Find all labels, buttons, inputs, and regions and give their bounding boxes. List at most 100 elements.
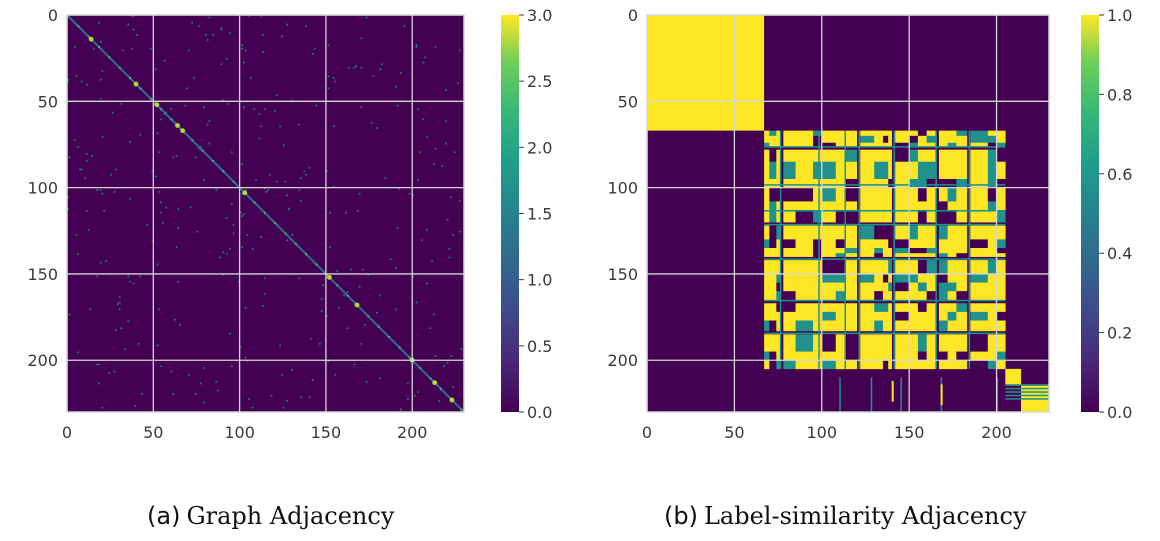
adjacency-cell — [244, 356, 247, 359]
similarity-cell — [917, 273, 927, 283]
adjacency-cell — [334, 80, 337, 83]
similarity-stripe — [764, 223, 1006, 226]
similarity-stripe — [764, 258, 1006, 260]
similarity-cell — [895, 311, 910, 321]
adjacency-cell — [99, 261, 102, 264]
adjacency-cell — [291, 234, 294, 236]
similarity-stripe — [764, 210, 1006, 212]
similarity-cell — [769, 320, 777, 332]
adjacency-cell — [75, 234, 78, 236]
similarity-cell — [917, 311, 927, 321]
adjacency-cell — [412, 275, 414, 278]
adjacency-cell — [132, 28, 135, 31]
adjacency-cell — [394, 267, 397, 269]
similarity-cell — [860, 260, 875, 275]
similarity-stripe — [764, 299, 1006, 302]
adjacency-cell — [139, 134, 142, 136]
similarity-cell — [813, 260, 823, 275]
adjacency-cell — [457, 82, 459, 85]
similarity-cell — [821, 178, 837, 188]
diagonal-cell — [139, 87, 142, 90]
adjacency-cell — [426, 282, 428, 285]
adjacency-cell — [344, 211, 347, 214]
similarity-stripe — [893, 130, 895, 369]
similarity-cell — [956, 303, 968, 313]
similarity-cell — [795, 149, 814, 163]
adjacency-cell — [460, 348, 463, 350]
similarity-cell — [956, 351, 968, 361]
adjacency-cell — [172, 393, 175, 395]
similarity-cell — [882, 161, 889, 180]
adjacency-cell — [360, 106, 363, 109]
label-similarity-colorbar: 0.0 0.2 0.4 0.6 0.8 1.0 — [1081, 6, 1132, 422]
diagonal-bright-cell — [88, 36, 94, 42]
adjacency-cell — [104, 260, 107, 262]
similarity-cell — [795, 303, 814, 313]
similarity-cell — [970, 311, 989, 321]
x-tick-label: 200 — [981, 423, 1012, 442]
similarity-cell — [956, 178, 968, 188]
diagonal-cell — [67, 15, 69, 17]
similarity-cell — [764, 187, 770, 202]
similarity-cell — [874, 225, 884, 240]
adjacency-cell — [336, 270, 338, 273]
similarity-cell — [888, 225, 892, 240]
similarity-cell — [987, 320, 997, 332]
similarity-cell — [821, 303, 837, 313]
similarity-cell — [844, 142, 858, 147]
similarity-cell — [970, 135, 989, 144]
adjacency-cell — [130, 15, 133, 17]
similarity-cell — [835, 320, 845, 332]
adjacency-cell — [225, 253, 228, 255]
similarity-cell — [776, 334, 781, 352]
adjacency-cell — [241, 192, 244, 195]
similarity-cell — [938, 187, 948, 202]
similarity-cell — [769, 334, 777, 352]
similarity-cell — [996, 260, 1006, 275]
adjacency-cell — [325, 170, 328, 173]
similarity-cell — [895, 135, 910, 144]
similarity-cell — [970, 187, 989, 202]
similarity-cell — [776, 239, 781, 249]
adjacency-cell — [282, 144, 285, 147]
similarity-cell — [996, 239, 1006, 249]
similarity-cell — [821, 161, 837, 180]
similarity-cell — [795, 210, 814, 223]
similarity-cell — [917, 351, 927, 361]
similarity-cell — [844, 210, 858, 223]
similarity-cell — [874, 282, 884, 292]
adjacency-cell — [379, 68, 382, 71]
similarity-cell — [970, 239, 989, 249]
adjacency-cell — [175, 154, 178, 157]
similarity-cell — [874, 253, 884, 257]
y-tick-label: 150 — [607, 265, 638, 284]
similarity-cell — [987, 161, 997, 180]
similarity-cell — [947, 273, 957, 283]
similarity-cell — [938, 225, 948, 240]
similarity-cell — [844, 178, 858, 188]
diagonal-cell — [346, 294, 349, 297]
similarity-cell — [947, 303, 957, 313]
adjacency-cell — [422, 61, 425, 64]
similarity-cell — [776, 149, 781, 163]
similarity-cell — [947, 291, 957, 301]
adjacency-cell — [284, 180, 287, 183]
adjacency-cell — [67, 80, 69, 83]
adjacency-cell — [67, 78, 69, 81]
adjacency-cell — [77, 253, 80, 255]
adjacency-cell — [196, 230, 199, 233]
similarity-cell — [835, 351, 845, 361]
similarity-cell — [888, 334, 892, 352]
similarity-cell — [769, 135, 777, 144]
similarity-cell — [996, 210, 1006, 223]
adjacency-cell — [329, 246, 332, 249]
similarity-stripe — [779, 130, 782, 369]
adjacency-cell — [232, 232, 235, 235]
similarity-cell — [844, 351, 858, 361]
similarity-cell — [917, 187, 927, 202]
similarity-cell — [795, 187, 814, 202]
similarity-cell — [844, 135, 858, 144]
similarity-cell — [917, 135, 927, 144]
similarity-cell — [917, 253, 927, 257]
similarity-cell — [874, 303, 884, 313]
